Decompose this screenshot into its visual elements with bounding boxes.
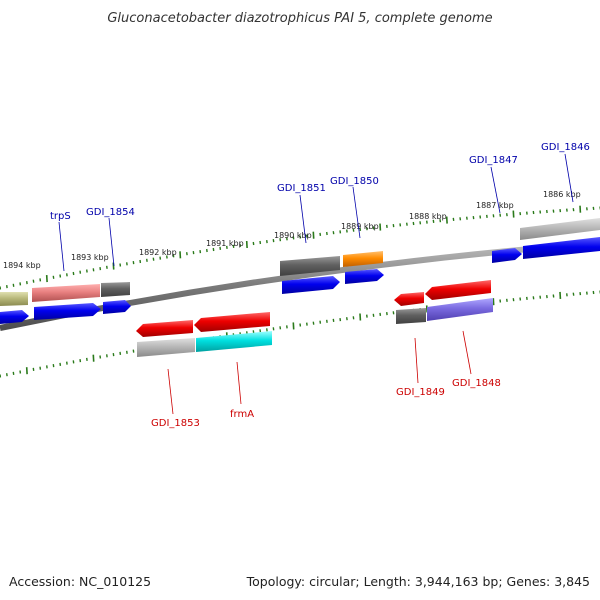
gene-block[interactable] — [0, 292, 28, 306]
tick-label: 1886 kbp — [543, 190, 581, 199]
leader-line — [564, 153, 574, 203]
gene-block[interactable] — [101, 282, 130, 297]
accession-label: Accession: NC_010125 — [9, 574, 151, 589]
gene-block[interactable] — [427, 298, 493, 321]
gene-block[interactable] — [343, 251, 383, 267]
leader-line — [352, 186, 361, 239]
gene-arrow-reverse[interactable] — [394, 292, 424, 306]
gene-block[interactable] — [137, 338, 195, 357]
gene-arrow-reverse[interactable] — [425, 280, 491, 300]
leader-line — [58, 221, 65, 272]
tick-label: 1894 kbp — [3, 261, 41, 270]
tick-label: 1890 kbp — [274, 231, 312, 240]
gene-label-gdi-1854[interactable]: GDI_1854 — [86, 207, 135, 218]
gene-label-gdi-1846[interactable]: GDI_1846 — [541, 142, 590, 153]
tick-label: 1893 kbp — [71, 253, 109, 262]
features-upper — [0, 218, 600, 306]
map-title: Gluconacetobacter diazotrophicus PAI 5, … — [107, 11, 492, 26]
genome-summary: Topology: circular; Length: 3,944,163 bp… — [246, 574, 590, 589]
tick-label: 1892 kbp — [139, 248, 177, 257]
gene-block[interactable] — [396, 308, 426, 324]
gene-arrow-forward[interactable] — [282, 276, 340, 294]
gene-label-gdi-1849[interactable]: GDI_1849 — [396, 387, 445, 398]
gene-block[interactable] — [196, 331, 272, 352]
leader-line — [236, 361, 242, 405]
gene-labels-bottom: GDI_1853 frmA GDI_1849 GDI_1848 — [151, 330, 501, 429]
gene-block[interactable] — [280, 256, 340, 276]
leader-line — [299, 194, 307, 244]
leader-line — [490, 166, 501, 214]
tick-ring-forward — [0, 205, 600, 290]
leader-line — [462, 330, 472, 375]
gene-labels-top: trpS GDI_1854 GDI_1851 GDI_1850 GDI_1847… — [50, 142, 590, 272]
gene-label-gdi-1848[interactable]: GDI_1848 — [452, 378, 501, 389]
gene-arrow-forward[interactable] — [523, 237, 600, 259]
gene-block[interactable] — [32, 284, 100, 302]
leader-line — [108, 217, 115, 267]
gene-label-gdi-1850[interactable]: GDI_1850 — [330, 176, 379, 187]
gene-label-gdi-1851[interactable]: GDI_1851 — [277, 183, 326, 194]
gene-label-gdi-1847[interactable]: GDI_1847 — [469, 155, 518, 166]
tick-labels: 1894 kbp 1893 kbp 1892 kbp 1891 kbp 1890… — [3, 190, 581, 270]
gene-block[interactable] — [520, 218, 600, 240]
leader-line — [167, 368, 174, 415]
tick-label: 1891 kbp — [206, 239, 244, 248]
gene-arrow-forward[interactable] — [345, 269, 384, 284]
gene-arrow-forward[interactable] — [34, 303, 101, 320]
gene-label-trps[interactable]: trpS — [50, 211, 71, 222]
features-forward — [0, 237, 600, 324]
gene-arrow-forward[interactable] — [492, 248, 522, 263]
tick-label: 1889 kbp — [341, 222, 379, 231]
gene-arrow-reverse[interactable] — [136, 320, 193, 337]
gene-arrow-reverse[interactable] — [194, 312, 270, 332]
features-lower — [137, 298, 493, 357]
features-reverse — [136, 280, 491, 337]
gene-label-frma[interactable]: frmA — [230, 409, 254, 420]
leader-line — [414, 337, 419, 384]
tick-label: 1887 kbp — [476, 201, 514, 210]
gene-arrow-forward[interactable] — [0, 310, 29, 324]
tick-label: 1888 kbp — [409, 212, 447, 221]
gene-label-gdi-1853[interactable]: GDI_1853 — [151, 418, 200, 429]
gene-arrow-forward[interactable] — [103, 300, 131, 314]
